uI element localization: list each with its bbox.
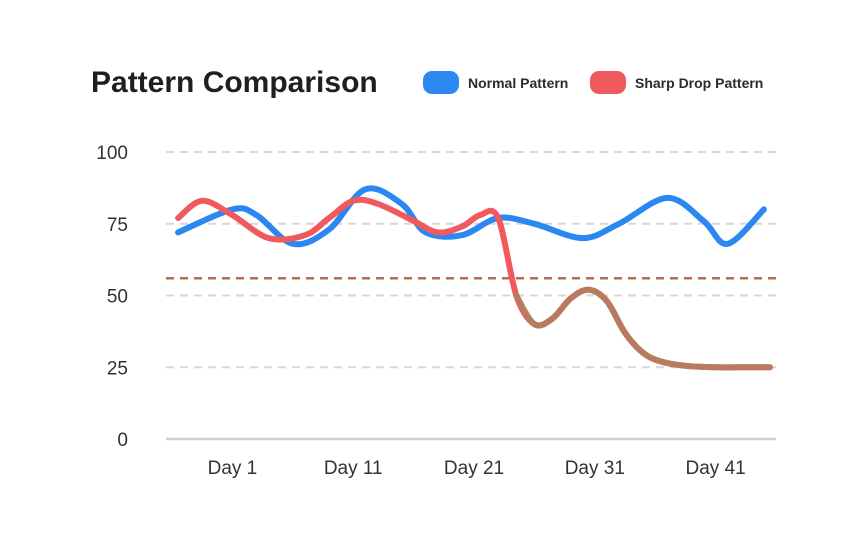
legend-swatch-normal <box>423 71 459 94</box>
x-tick-label-3: Day 21 <box>444 458 504 479</box>
series-lines <box>175 185 773 371</box>
legend: Normal Pattern Sharp Drop Pattern <box>423 71 763 94</box>
y-axis-ticks: 0 25 50 75 100 <box>96 143 128 451</box>
legend-item-normal[interactable]: Normal Pattern <box>423 71 568 94</box>
x-axis-ticks: Day 1 Day 11 Day 21 Day 31 Day 41 <box>208 458 746 479</box>
legend-label-normal: Normal Pattern <box>468 75 568 91</box>
x-tick-label-2: Day 11 <box>324 458 383 479</box>
x-tick-label-5: Day 41 <box>686 458 746 479</box>
gridlines <box>166 151 776 441</box>
y-tick-label-75: 75 <box>107 215 128 236</box>
y-tick-label-50: 50 <box>107 287 128 308</box>
y-tick-label-0: 0 <box>117 430 128 451</box>
y-tick-label-100: 100 <box>96 143 128 164</box>
legend-swatch-sharp-drop <box>590 71 626 94</box>
chart-title: Pattern Comparison <box>91 66 378 99</box>
y-tick-label-25: 25 <box>107 358 128 379</box>
legend-item-sharp-drop[interactable]: Sharp Drop Pattern <box>590 71 763 94</box>
sharp-drop-blend-segment <box>513 286 773 371</box>
legend-label-sharp-drop: Sharp Drop Pattern <box>635 75 763 91</box>
x-tick-label-1: Day 1 <box>208 458 258 479</box>
x-tick-label-4: Day 31 <box>565 458 625 479</box>
